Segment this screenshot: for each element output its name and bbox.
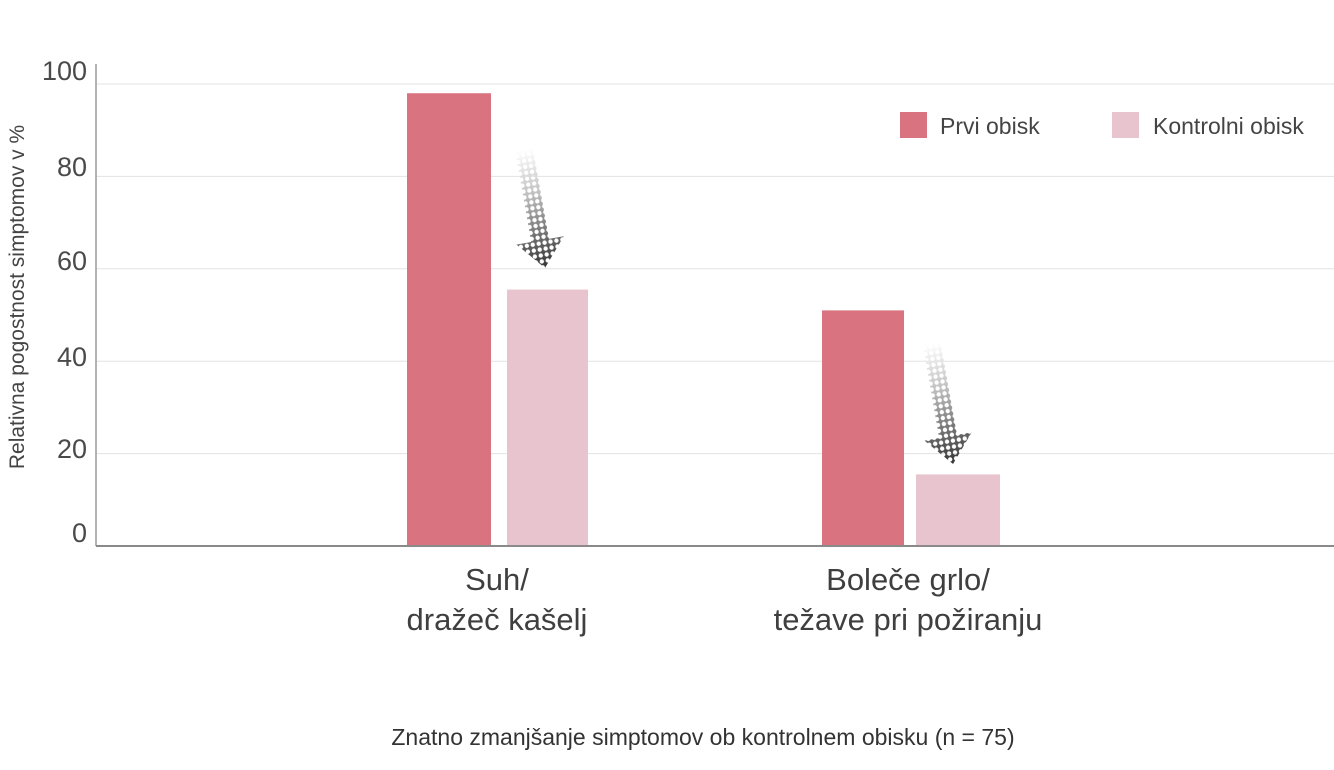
y-tick-label: 60: [57, 246, 87, 276]
decrease-arrow-icon: [922, 342, 972, 464]
x-axis-categories: Suh/dražeč kašelj Boleče grlo/težave pri …: [407, 562, 1043, 637]
x-category-label: dražeč kašelj: [407, 602, 588, 637]
legend-label-prvi-obisk: Prvi obisk: [940, 113, 1040, 139]
bar-prvi-obisk-1: [822, 310, 904, 546]
y-tick-label: 100: [42, 56, 87, 86]
y-tick-label: 20: [57, 434, 87, 464]
x-category-label: Boleče grlo/: [826, 562, 990, 597]
y-tick-label: 40: [57, 342, 87, 372]
y-axis-ticks: 0 20 40 60 80 100: [42, 56, 87, 548]
legend-label-kontrolni-obisk: Kontrolni obisk: [1153, 113, 1304, 139]
x-category-label: Suh/: [465, 562, 529, 597]
y-tick-label: 0: [72, 518, 87, 548]
bar-kontrolni-obisk-1: [916, 474, 1000, 546]
decrease-arrow-icon: [515, 148, 564, 268]
x-category-label: težave pri požiranju: [774, 602, 1043, 637]
bars: [407, 93, 1000, 547]
y-axis-label: Relativna pogostnost simptomov v %: [6, 125, 29, 469]
decrease-arrows: [515, 148, 972, 464]
legend-swatch-prvi-obisk: [900, 112, 927, 138]
axes: [95, 64, 1334, 547]
y-tick-label: 80: [57, 152, 87, 182]
legend-swatch-kontrolni-obisk: [1112, 112, 1139, 138]
chart-caption: Znatno zmanjšanje simptomov ob kontrolne…: [391, 724, 1014, 750]
bar-kontrolni-obisk-0: [507, 289, 588, 546]
bar-prvi-obisk-0: [407, 93, 491, 547]
gridlines: [96, 83, 1334, 455]
legend: Prvi obisk Kontrolni obisk: [900, 112, 1304, 139]
